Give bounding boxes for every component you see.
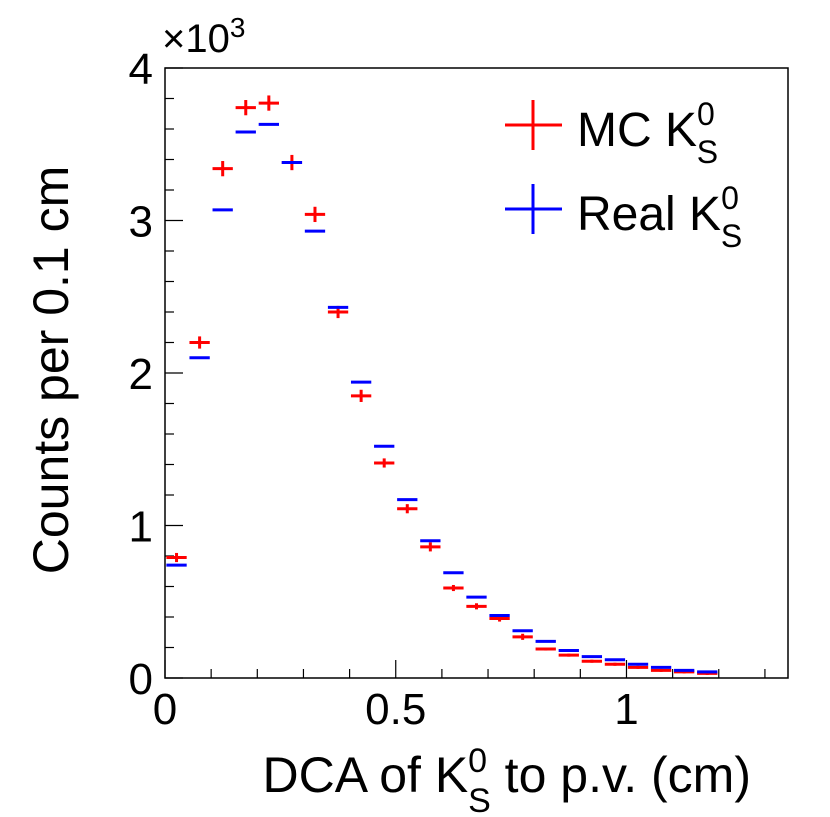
data-point-mc — [443, 584, 464, 592]
data-point-mc — [304, 206, 326, 223]
y-tick-label: 2 — [129, 350, 153, 399]
legend-mc-label: MC K0 S — [577, 96, 718, 170]
legend-item-mc: MC K0 S — [505, 96, 718, 170]
data-point-mc — [374, 458, 395, 468]
y-multiplier: ×103 — [162, 12, 245, 61]
x-tick-label: 0 — [153, 685, 177, 734]
y-tick-label: 3 — [129, 198, 153, 247]
y-tick-label: 1 — [129, 503, 153, 552]
data-point-mc — [581, 659, 603, 663]
data-point-mc — [512, 633, 533, 640]
data-point-mc — [212, 161, 233, 177]
data-point-mc — [350, 389, 372, 402]
data-point-mc — [258, 95, 279, 111]
y-tick-label: 4 — [129, 45, 153, 94]
legend-item-real: Real K0 S — [505, 180, 742, 254]
data-point-mc — [466, 603, 487, 610]
data-point-mc — [397, 504, 418, 514]
x-tick-label: 0.5 — [365, 685, 426, 734]
series-real — [166, 122, 718, 674]
data-point-mc — [420, 542, 441, 552]
data-point-mc — [535, 647, 556, 651]
legend: MC K0 S Real K0 S — [505, 96, 742, 254]
x-tick-label: 1 — [614, 685, 638, 734]
data-point-mc — [627, 665, 649, 669]
data-point-mc — [189, 336, 210, 349]
y-tick-label: 0 — [129, 655, 153, 704]
ticks-layer: 0 1 2 3 4 0 0.5 1 — [129, 45, 766, 734]
legend-real-label: Real K0 S — [577, 180, 742, 254]
plot-frame — [164, 67, 789, 679]
data-point-mc — [235, 100, 256, 116]
data-layer — [166, 95, 718, 675]
data-point-mc — [650, 668, 672, 672]
data-point-mc — [604, 662, 626, 666]
data-point-mc — [166, 552, 187, 563]
y-axis-label: Counts per 0.1 cm — [23, 166, 79, 575]
series-mc — [166, 95, 718, 675]
x-axis-label: DCA of K0 S to p.v. (cm) — [263, 742, 751, 817]
data-point-mc — [558, 653, 579, 657]
